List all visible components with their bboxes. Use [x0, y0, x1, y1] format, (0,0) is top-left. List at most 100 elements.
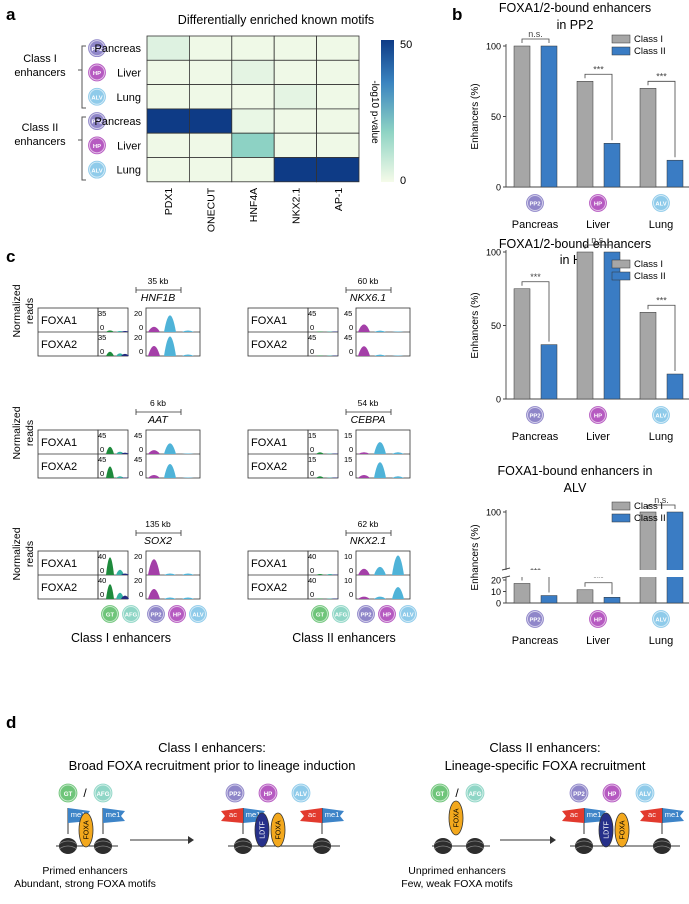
stage-badge: AFG	[92, 782, 114, 804]
stage-badge-label: ALV	[639, 791, 652, 798]
panel-label-b: b	[452, 5, 462, 24]
track-ymin: 0	[310, 469, 314, 478]
bar	[639, 511, 657, 604]
significance-label: ***	[656, 295, 667, 305]
panel-label-a: a	[6, 5, 16, 24]
heatmap-cell	[188, 35, 233, 61]
class1-title-line1: Class I enhancers:	[158, 740, 266, 755]
track-ymin: 0	[349, 347, 353, 356]
stage-badge-circle	[464, 782, 486, 804]
category-badge-circle	[650, 192, 672, 214]
scale-label: 54 kb	[358, 398, 379, 408]
y-tick-label: 100	[486, 508, 501, 518]
foxa-label: FOXA	[454, 808, 461, 827]
bar	[603, 597, 621, 604]
category-badge: HP	[587, 404, 609, 426]
heatmap-row-label: Pancreas	[95, 43, 142, 55]
heatmap-col-label: NKX2.1	[290, 188, 302, 224]
read-peak	[182, 354, 194, 356]
bar-chart-3: FOXA1-bound enhancers in ALV Enhancers (%)…	[470, 464, 689, 647]
stage-badge-circle	[166, 603, 188, 625]
stage-badge-label: PP2	[360, 613, 372, 619]
nucleosome-dna	[433, 840, 453, 850]
category-badge-circle	[650, 608, 672, 630]
heatmap-cell	[231, 84, 275, 110]
stage-badge-circle	[57, 782, 79, 804]
stage-badge-circle	[355, 603, 377, 625]
row-badge-ring	[89, 113, 105, 130]
nucleosome-dna	[652, 840, 672, 850]
foxa-factor	[448, 800, 464, 836]
normalized-reads-label: Normalized	[11, 406, 23, 459]
read-peak	[148, 474, 160, 478]
stage-badge-circle	[634, 782, 656, 804]
gene-label: HNF1B	[141, 292, 175, 304]
bar	[666, 159, 684, 188]
category-label: Pancreas	[512, 635, 559, 647]
category-badge-ring	[527, 611, 543, 627]
normalized-reads-label: Normalized	[11, 527, 23, 580]
stage-badge-circle	[601, 782, 623, 804]
scale-label: 62 kb	[358, 519, 379, 529]
heatmap-cell	[146, 35, 190, 61]
class2-caption-line2: Few, weak FOXA motifs	[401, 878, 512, 890]
y-tick-label: 0	[496, 183, 501, 193]
track-ymin: 0	[349, 566, 353, 575]
legend-label: Class II	[634, 513, 666, 524]
stage-badge-ring	[259, 784, 277, 802]
stage-badge-circle	[429, 782, 451, 804]
read-peak	[374, 442, 386, 454]
category-label: Pancreas	[512, 431, 559, 443]
heatmap-col-label: PDX1	[163, 188, 175, 216]
track-label-foxa2: FOXA2	[251, 582, 287, 594]
heatmap-row-label: Lung	[117, 92, 141, 104]
group-label-class2-line1: Class II	[22, 122, 59, 134]
colorbar-label: -log10 p-value	[369, 80, 380, 144]
heatmap-row-label: Pancreas	[95, 116, 142, 128]
scale-bar	[135, 287, 182, 293]
stage-badge-label: GT	[106, 613, 115, 619]
category-badge-ring	[527, 407, 543, 423]
heatmap-cell	[273, 108, 318, 134]
track-ymax: 15	[344, 431, 352, 440]
significance-bracket	[647, 504, 676, 509]
row-badge-circle	[86, 135, 108, 156]
panel-b: FOXA1/2-bound enhancers in PP2 Enhancers (…	[470, 1, 689, 647]
bar	[639, 88, 657, 188]
row-badge-label: HP	[93, 71, 101, 77]
track-ymin: 0	[139, 469, 143, 478]
heatmap-cell	[188, 132, 233, 158]
group-label-class2-line2: enhancers	[14, 136, 66, 148]
stage-badge-circle	[224, 782, 246, 804]
read-peak	[331, 355, 339, 356]
group-label-class1-line1: Class I	[23, 53, 57, 65]
track-ymax: 35	[98, 309, 106, 318]
read-peak	[316, 476, 324, 478]
gene-label: CEBPA	[351, 414, 386, 426]
stage-badge-circle	[99, 603, 121, 625]
read-peak	[316, 331, 324, 332]
read-peak	[374, 566, 386, 575]
read-peak	[182, 330, 194, 332]
significance-bracket	[584, 244, 613, 249]
track-label-foxa1: FOXA1	[251, 437, 287, 449]
row-badge: HP	[86, 135, 108, 156]
significance-label: ***	[593, 573, 604, 583]
scale-label: 135 kb	[145, 519, 171, 529]
gene-label: NKX6.1	[350, 292, 386, 304]
histone-flag	[640, 808, 662, 823]
legend-swatch	[611, 259, 631, 269]
track-ymin: 0	[100, 469, 104, 478]
stage-badge-ring	[379, 606, 395, 622]
read-peak	[106, 557, 114, 575]
stage-badge-label: GT	[64, 791, 73, 798]
stage-badge-label: HP	[264, 791, 273, 798]
stage-badge-label: HP	[383, 613, 391, 619]
histone-mark-label: me1	[246, 810, 261, 819]
category-label: Liver	[586, 635, 610, 647]
category-label: Liver	[586, 219, 610, 231]
stage-badge: GT	[429, 782, 451, 804]
read-peak	[326, 574, 334, 575]
bar	[666, 511, 684, 604]
